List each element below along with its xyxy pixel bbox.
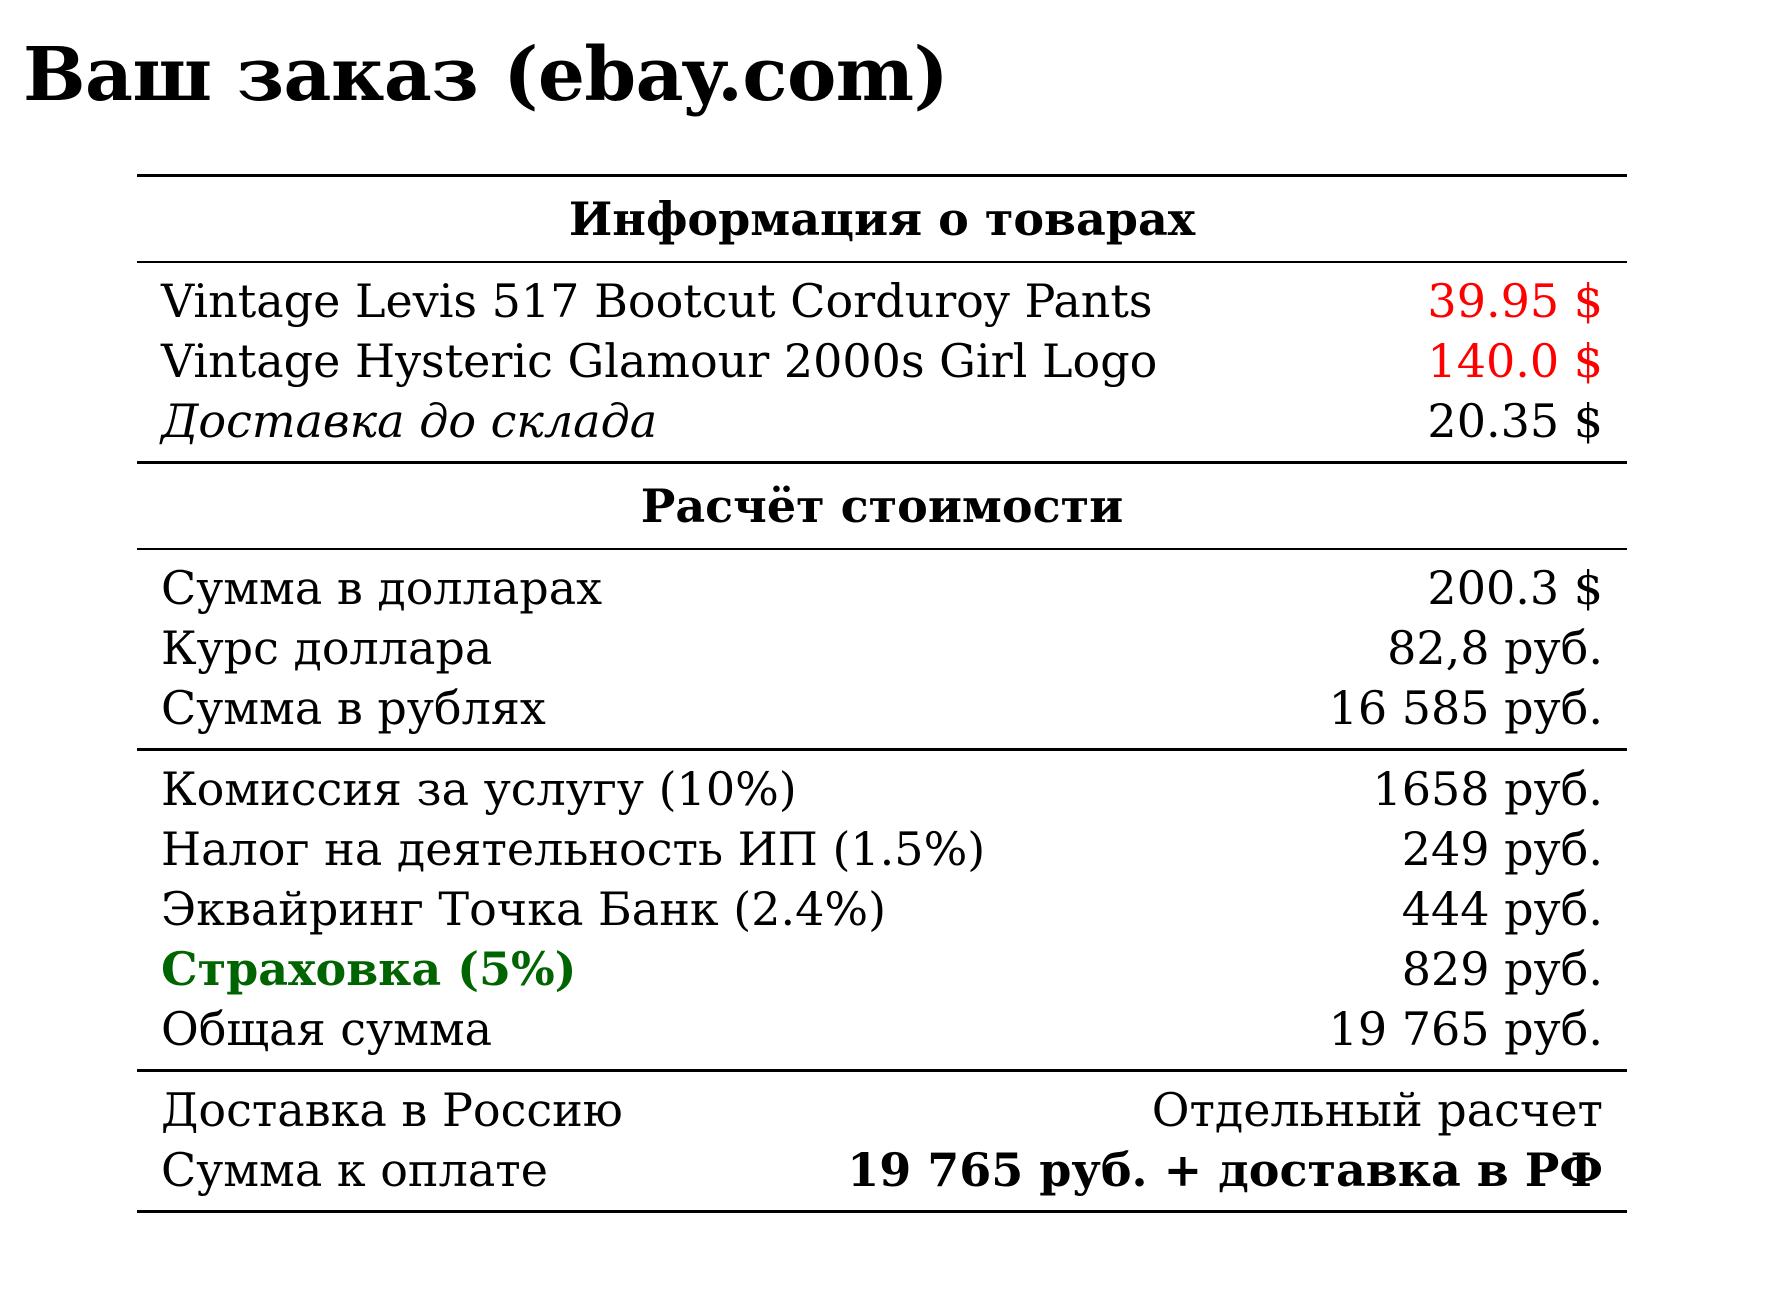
russia-shipping-row: Доставка в Россию Отдельный расчет [137, 1080, 1627, 1140]
acquiring-label: Эквайринг Точка Банк (2.4%) [161, 882, 887, 936]
calc-section-header: Расчёт стоимости [640, 479, 1124, 533]
tax-label: Налог на деятельность ИП (1.5%) [161, 822, 986, 876]
insurance-value: 829 руб. [1401, 942, 1603, 996]
item-row: Vintage Levis 517 Bootcut Corduroy Pants… [137, 271, 1627, 331]
service-fee-label: Комиссия за услугу (10%) [161, 762, 797, 816]
items-list: Vintage Levis 517 Bootcut Corduroy Pants… [137, 263, 1627, 461]
rub-sum-value: 16 585 руб. [1328, 681, 1603, 735]
amount-due-label: Сумма к оплате [161, 1143, 548, 1197]
insurance-row: Страховка (5%) 829 руб. [137, 939, 1627, 999]
table-bottom-rule [137, 1210, 1627, 1213]
total-label: Общая сумма [161, 1002, 493, 1056]
tax-value: 249 руб. [1401, 822, 1603, 876]
page-title: Ваш заказ (ebay.com) [23, 32, 949, 118]
item-price: 39.95 $ [1427, 274, 1603, 328]
exchange-rate-label: Курс доллара [161, 621, 493, 675]
service-fee-value: 1658 руб. [1372, 762, 1603, 816]
items-section-header: Информация о товарах [568, 192, 1196, 246]
tax-row: Налог на деятельность ИП (1.5%) 249 руб. [137, 819, 1627, 879]
item-name: Vintage Hysteric Glamour 2000s Girl Logo [161, 334, 1158, 388]
fees-bottom-rule [137, 1069, 1627, 1072]
rub-sum-label: Сумма в рублях [161, 681, 546, 735]
items-header-rule [137, 261, 1627, 263]
usd-sum-row: Сумма в долларах 200.3 $ [137, 558, 1627, 618]
usd-sum-value: 200.3 $ [1427, 561, 1603, 615]
item-name: Vintage Levis 517 Bootcut Corduroy Pants [161, 274, 1153, 328]
service-fee-row: Комиссия за услугу (10%) 1658 руб. [137, 759, 1627, 819]
acquiring-value: 444 руб. [1401, 882, 1603, 936]
warehouse-shipping-value: 20.35 $ [1427, 394, 1603, 448]
amount-due-row: Сумма к оплате 19 765 руб. + доставка в … [137, 1140, 1627, 1200]
warehouse-shipping-row: Доставка до склада 20.35 $ [137, 391, 1627, 451]
item-row: Vintage Hysteric Glamour 2000s Girl Logo… [137, 331, 1627, 391]
table-top-rule [137, 174, 1627, 177]
item-price: 140.0 $ [1427, 334, 1603, 388]
fees-list: Комиссия за услугу (10%) 1658 руб. Налог… [137, 751, 1627, 1069]
total-row: Общая сумма 19 765 руб. [137, 999, 1627, 1059]
exchange-rate-row: Курс доллара 82,8 руб. [137, 618, 1627, 678]
usd-sum-label: Сумма в долларах [161, 561, 603, 615]
rub-sum-row: Сумма в рублях 16 585 руб. [137, 678, 1627, 738]
items-section-bottom-rule [137, 461, 1627, 464]
russia-shipping-value: Отдельный расчет [1151, 1083, 1603, 1137]
calc-header-rule [137, 548, 1627, 550]
amount-due-value: 19 765 руб. + доставка в РФ [847, 1143, 1603, 1197]
conversion-bottom-rule [137, 748, 1627, 751]
conversion-list: Сумма в долларах 200.3 $ Курс доллара 82… [137, 550, 1627, 748]
acquiring-row: Эквайринг Точка Банк (2.4%) 444 руб. [137, 879, 1627, 939]
russia-shipping-label: Доставка в Россию [161, 1083, 623, 1137]
final-list: Доставка в Россию Отдельный расчет Сумма… [137, 1072, 1627, 1210]
warehouse-shipping-label: Доставка до склада [161, 394, 658, 448]
exchange-rate-value: 82,8 руб. [1387, 621, 1603, 675]
insurance-label: Страховка (5%) [161, 942, 577, 996]
total-value: 19 765 руб. [1328, 1002, 1603, 1056]
order-summary-table: Информация о товарах Vintage Levis 517 B… [137, 174, 1627, 1213]
